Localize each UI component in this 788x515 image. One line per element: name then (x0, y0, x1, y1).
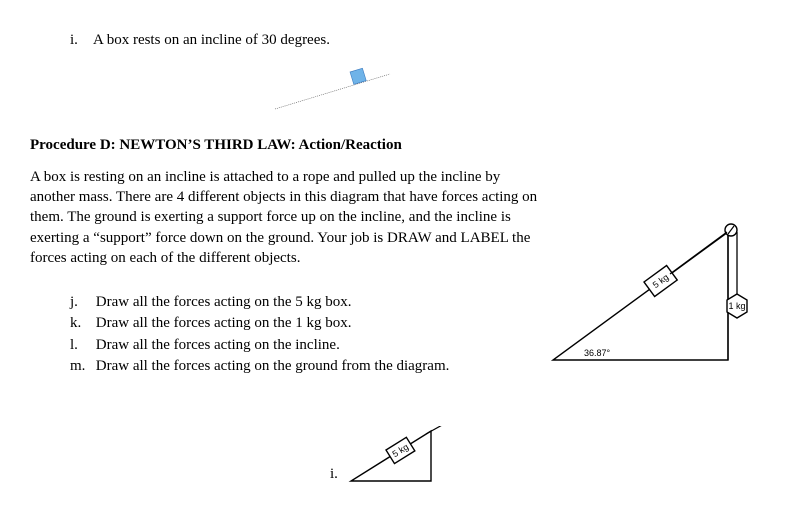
item-i: i. A box rests on an incline of 30 degre… (70, 30, 758, 50)
small-incline-figure (270, 64, 758, 120)
task-marker: k. (70, 313, 92, 333)
label-1kg: 1 kg (728, 301, 745, 311)
task-marker: j. (70, 292, 92, 312)
task-text: Draw all the forces acting on the 5 kg b… (96, 294, 352, 310)
procedure-heading: Procedure D: NEWTON’S THIRD LAW: Action/… (30, 135, 758, 155)
bottom-figure-marker: i. (330, 464, 338, 484)
main-figure: 5 kg 1 kg 36.87° (548, 222, 758, 373)
bottom-figure: i. 5 kg (330, 426, 758, 484)
item-i-marker: i. (70, 30, 90, 50)
label-angle: 36.87° (584, 348, 611, 358)
task-marker: m. (70, 356, 92, 376)
task-marker: l. (70, 335, 92, 355)
task-text: Draw all the forces acting on the inclin… (96, 337, 340, 353)
item-i-text: A box rests on an incline of 30 degrees. (93, 32, 330, 48)
content-block: 5 kg 1 kg 36.87° A box is resting on an … (30, 167, 758, 396)
task-text: Draw all the forces acting on the ground… (96, 358, 450, 374)
task-text: Draw all the forces acting on the 1 kg b… (96, 315, 352, 331)
